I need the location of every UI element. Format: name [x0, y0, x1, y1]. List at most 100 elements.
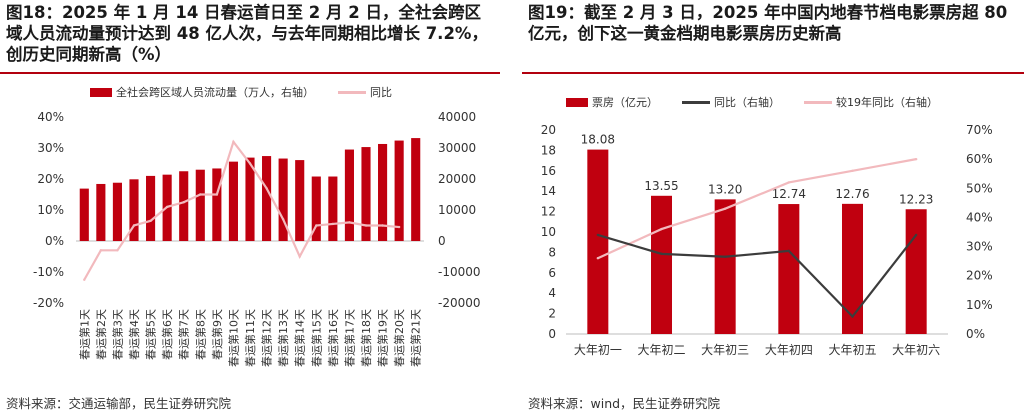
left-yoy-point — [315, 224, 318, 227]
right-x-tick-label: 大年初五 — [828, 343, 876, 357]
left-bar — [262, 156, 272, 241]
left-x-tick-label: 春运第18天 — [359, 309, 373, 367]
right-vs19-point — [914, 157, 918, 161]
left-yoy-point — [116, 249, 119, 252]
left-y-tick-label: -10% — [33, 265, 64, 279]
left-bar — [328, 176, 338, 241]
left-yoy-point — [182, 201, 185, 204]
right-chart-right-tick-label: 10% — [966, 298, 993, 312]
left-legend-item-line: 同比 — [338, 84, 392, 100]
left-chart-source: 资料来源：交通运输部，民生证券研究院 — [6, 396, 232, 411]
left-x-tick-label: 春运第16天 — [326, 309, 340, 367]
right-legend-yoy-swatch — [682, 100, 710, 104]
left-x-tick-label: 春运第19天 — [376, 309, 390, 367]
right-chart-left-tick-label: 0 — [548, 327, 556, 341]
left-yoy-point — [215, 193, 219, 196]
right-legend-bar-label: 票房（亿元） — [592, 96, 658, 109]
left-x-tick-label: 春运第14天 — [293, 309, 307, 367]
right-chart-left-tick-label: 8 — [548, 245, 556, 259]
left-x-tick-label: 春运第3天 — [110, 309, 124, 360]
left-yoy-point — [397, 225, 401, 229]
left-bar — [79, 188, 89, 241]
left-yoy-point — [381, 224, 384, 227]
left-x-tick-label: 春运第6天 — [160, 309, 174, 360]
right-y-tick-label: 40000 — [438, 110, 476, 124]
left-bar — [278, 158, 288, 241]
right-chart-left-tick-label: 10 — [541, 225, 556, 239]
right-bar-data-label: 13.20 — [708, 182, 742, 196]
right-y-tick-label: -20000 — [438, 296, 481, 310]
right-chart-left-tick-label: 2 — [548, 307, 556, 321]
right-yoy-line — [597, 233, 918, 319]
left-bar — [311, 176, 321, 241]
left-y-tick-label: 40% — [37, 110, 64, 124]
left-bar — [179, 171, 189, 241]
left-x-tick-label: 春运第13天 — [276, 309, 290, 367]
right-vs19-point — [851, 169, 854, 172]
right-chart-right-tick-label: 50% — [966, 181, 993, 195]
right-legend-vs19-swatch — [804, 100, 832, 104]
right-yoy-point — [660, 252, 663, 256]
right-y-tick-label: -10000 — [438, 265, 481, 279]
right-y-tick-label: 30000 — [438, 141, 476, 155]
left-bar — [245, 157, 255, 241]
left-x-tick-label: 春运第4天 — [127, 309, 141, 360]
left-yoy-point — [199, 193, 202, 196]
right-bar — [778, 204, 800, 334]
right-chart-title: 图19：截至 2 月 3 日，2025 年中国内地春节档电影票房超 80 亿元，… — [528, 3, 1008, 43]
left-yoy-point — [232, 140, 235, 143]
left-x-tick-label: 春运第12天 — [260, 309, 274, 367]
right-vs19-point — [723, 207, 727, 210]
right-x-tick-label: 大年初二 — [637, 343, 685, 357]
right-x-tick-label: 大年初六 — [892, 343, 940, 357]
left-x-tick-label: 春运第8天 — [193, 309, 207, 360]
right-yoy-point — [851, 315, 854, 318]
right-bar-data-label: 12.74 — [772, 187, 806, 201]
right-x-tick-label: 大年初四 — [765, 343, 813, 357]
right-chart-left-tick-label: 6 — [548, 266, 556, 280]
right-bar-data-label: 18.08 — [581, 133, 615, 147]
right-chart-right-tick-label: 20% — [966, 269, 993, 283]
right-chart-right-tick-label: 70% — [966, 123, 993, 137]
right-x-tick-label: 大年初三 — [701, 343, 749, 357]
left-bar — [195, 169, 205, 241]
left-x-tick-label: 春运第9天 — [210, 309, 224, 360]
left-bar — [411, 138, 421, 241]
left-bar — [112, 182, 122, 241]
left-chart-title: 图18：2025 年 1 月 14 日春运首日至 2 月 2 日，全社会跨区域人… — [6, 3, 488, 64]
left-legend-bar-swatch — [90, 87, 112, 97]
right-y-tick-label: 10000 — [438, 203, 476, 217]
right-vs19-point — [660, 227, 663, 231]
right-yoy-point — [914, 233, 918, 237]
left-yoy-point — [99, 249, 103, 252]
left-title-rule — [0, 72, 500, 74]
right-bar — [650, 195, 673, 334]
right-yoy-point — [723, 255, 727, 258]
right-y-tick-label: 20000 — [438, 172, 476, 186]
left-legend-item-bar: 全社会跨区域人员流动量（万人，右轴） — [90, 84, 314, 100]
right-chart-right-tick-label: 40% — [966, 210, 993, 224]
right-legend: 票房（亿元） 同比（右轴） 较19年同比（右轴） — [566, 94, 956, 110]
left-x-tick-label: 春运第7天 — [177, 309, 191, 360]
left-legend: 全社会跨区域人员流动量（万人，右轴） 同比 — [90, 84, 410, 100]
right-chart-left-tick-label: 20 — [541, 123, 556, 137]
left-x-tick-label: 春运第10天 — [226, 309, 240, 367]
left-y-tick-label: 10% — [37, 203, 64, 217]
left-x-tick-label: 春运第1天 — [77, 309, 91, 360]
right-chart-left-tick-label: 4 — [548, 286, 556, 300]
right-bar — [905, 209, 927, 334]
left-yoy-line — [83, 139, 400, 281]
right-bar-data-label: 13.55 — [644, 179, 678, 193]
left-yoy-point — [281, 218, 285, 221]
right-bar-data-label: 12.23 — [899, 192, 933, 206]
left-x-tick-label: 春运第2天 — [94, 309, 108, 360]
left-yoy-point — [132, 224, 136, 227]
left-chart-panel: 图18：2025 年 1 月 14 日春运首日至 2 月 2 日，全社会跨区域人… — [0, 0, 500, 416]
right-legend-item-bar: 票房（亿元） — [566, 94, 658, 110]
right-chart-left-tick-label: 12 — [541, 205, 556, 219]
right-legend-item-yoy: 同比（右轴） — [682, 94, 780, 110]
right-chart-right-tick-label: 60% — [966, 152, 993, 166]
left-bar — [212, 168, 222, 241]
right-chart-source: 资料来源：wind，民生证券研究院 — [528, 396, 721, 411]
left-bar — [378, 143, 388, 241]
